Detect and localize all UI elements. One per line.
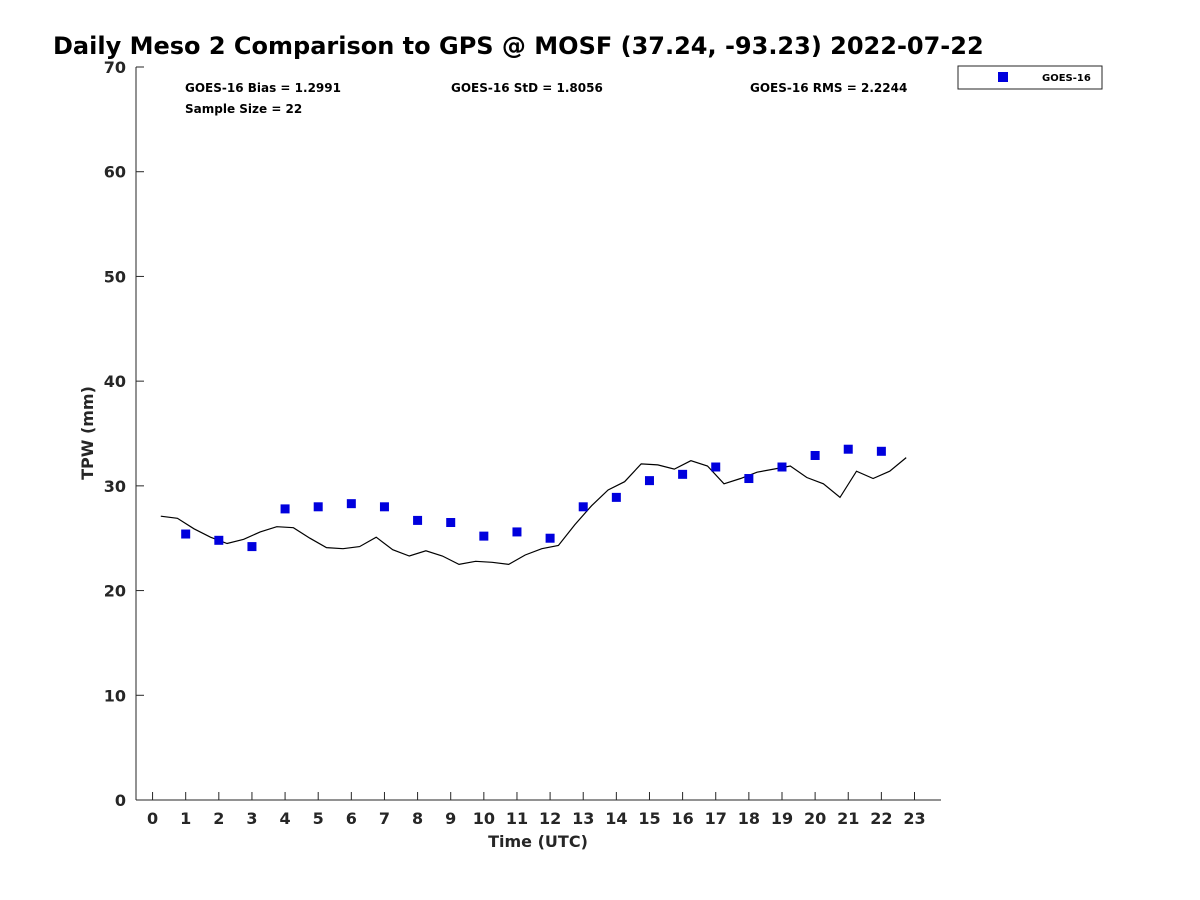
gps-line — [160, 457, 907, 566]
x-tick-label: 12 — [539, 809, 561, 828]
x-tick-label: 22 — [870, 809, 892, 828]
goes16-point — [214, 535, 224, 545]
x-tick-label: 9 — [445, 809, 456, 828]
legend-label: GOES-16 — [1042, 73, 1091, 84]
x-tick-label: 11 — [506, 809, 528, 828]
goes16-point — [280, 504, 290, 514]
x-tick-label: 10 — [473, 809, 495, 828]
x-tick-label: 7 — [379, 809, 390, 828]
goes16-point — [446, 518, 456, 528]
y-axis-label: TPW (mm) — [78, 386, 97, 480]
y-tick-label: 0 — [115, 791, 126, 810]
plot-area — [160, 444, 907, 566]
goes16-point — [876, 446, 886, 456]
legend-marker-square — [998, 72, 1008, 82]
legend: GOES-16 — [957, 65, 1103, 90]
x-tick-label: 17 — [705, 809, 727, 828]
x-tick-label: 6 — [346, 809, 357, 828]
y-ticks: 0 10 20 30 40 50 60 70 — [104, 58, 144, 810]
y-tick-label: 10 — [104, 686, 126, 705]
x-tick-label: 5 — [313, 809, 324, 828]
goes16-point — [512, 527, 522, 537]
x-tick-label: 4 — [280, 809, 291, 828]
rms-annotation: GOES-16 RMS = 2.2244 — [750, 81, 907, 95]
goes16-point — [181, 529, 191, 539]
x-tick-label: 14 — [605, 809, 627, 828]
x-tick-label: 2 — [213, 809, 224, 828]
stats-annotations: GOES-16 Bias = 1.2991 GOES-16 StD = 1.80… — [185, 81, 907, 116]
goes16-point — [644, 476, 654, 486]
y-tick-label: 40 — [104, 372, 126, 391]
goes16-point — [711, 462, 721, 472]
x-tick-label: 19 — [771, 809, 793, 828]
x-tick-label: 16 — [671, 809, 693, 828]
sample-size-annotation: Sample Size = 22 — [185, 102, 302, 116]
y-tick-label: 50 — [104, 267, 126, 286]
goes16-point — [479, 531, 489, 541]
goes16-point — [545, 533, 555, 543]
goes16-point — [379, 502, 389, 512]
x-tick-label: 0 — [147, 809, 158, 828]
x-axis-label: Time (UTC) — [488, 832, 588, 851]
x-tick-label: 3 — [246, 809, 257, 828]
chart-title: Daily Meso 2 Comparison to GPS @ MOSF (3… — [53, 32, 984, 60]
x-tick-label: 15 — [638, 809, 660, 828]
std-annotation: GOES-16 StD = 1.8056 — [451, 81, 603, 95]
axes — [135, 67, 941, 801]
goes16-point — [744, 474, 754, 484]
legend-box — [957, 65, 1103, 90]
x-tick-label: 8 — [412, 809, 423, 828]
goes16-point — [777, 462, 787, 472]
goes16-point — [578, 502, 588, 512]
y-tick-label: 60 — [104, 163, 126, 182]
x-tick-label: 13 — [572, 809, 594, 828]
y-tick-label: 70 — [104, 58, 126, 77]
x-tick-label: 20 — [804, 809, 826, 828]
y-tick-label: 30 — [104, 477, 126, 496]
goes16-point — [611, 492, 621, 502]
x-ticks: 0 1 2 3 4 5 6 7 8 9 10 11 12 13 14 15 16 17 18 19 20 21 22 23 — [147, 792, 926, 828]
goes16-point — [313, 502, 323, 512]
x-tick-label: 1 — [180, 809, 191, 828]
bias-annotation: GOES-16 Bias = 1.2991 — [185, 81, 341, 95]
x-tick-label: 23 — [903, 809, 925, 828]
goes16-point — [346, 499, 356, 509]
x-tick-label: 21 — [837, 809, 859, 828]
goes16-point — [843, 444, 853, 454]
goes16-point — [247, 542, 257, 552]
x-tick-label: 18 — [738, 809, 760, 828]
goes16-point — [413, 515, 423, 525]
goes16-point — [810, 450, 820, 460]
goes16-point — [678, 469, 688, 479]
y-tick-label: 20 — [104, 582, 126, 601]
